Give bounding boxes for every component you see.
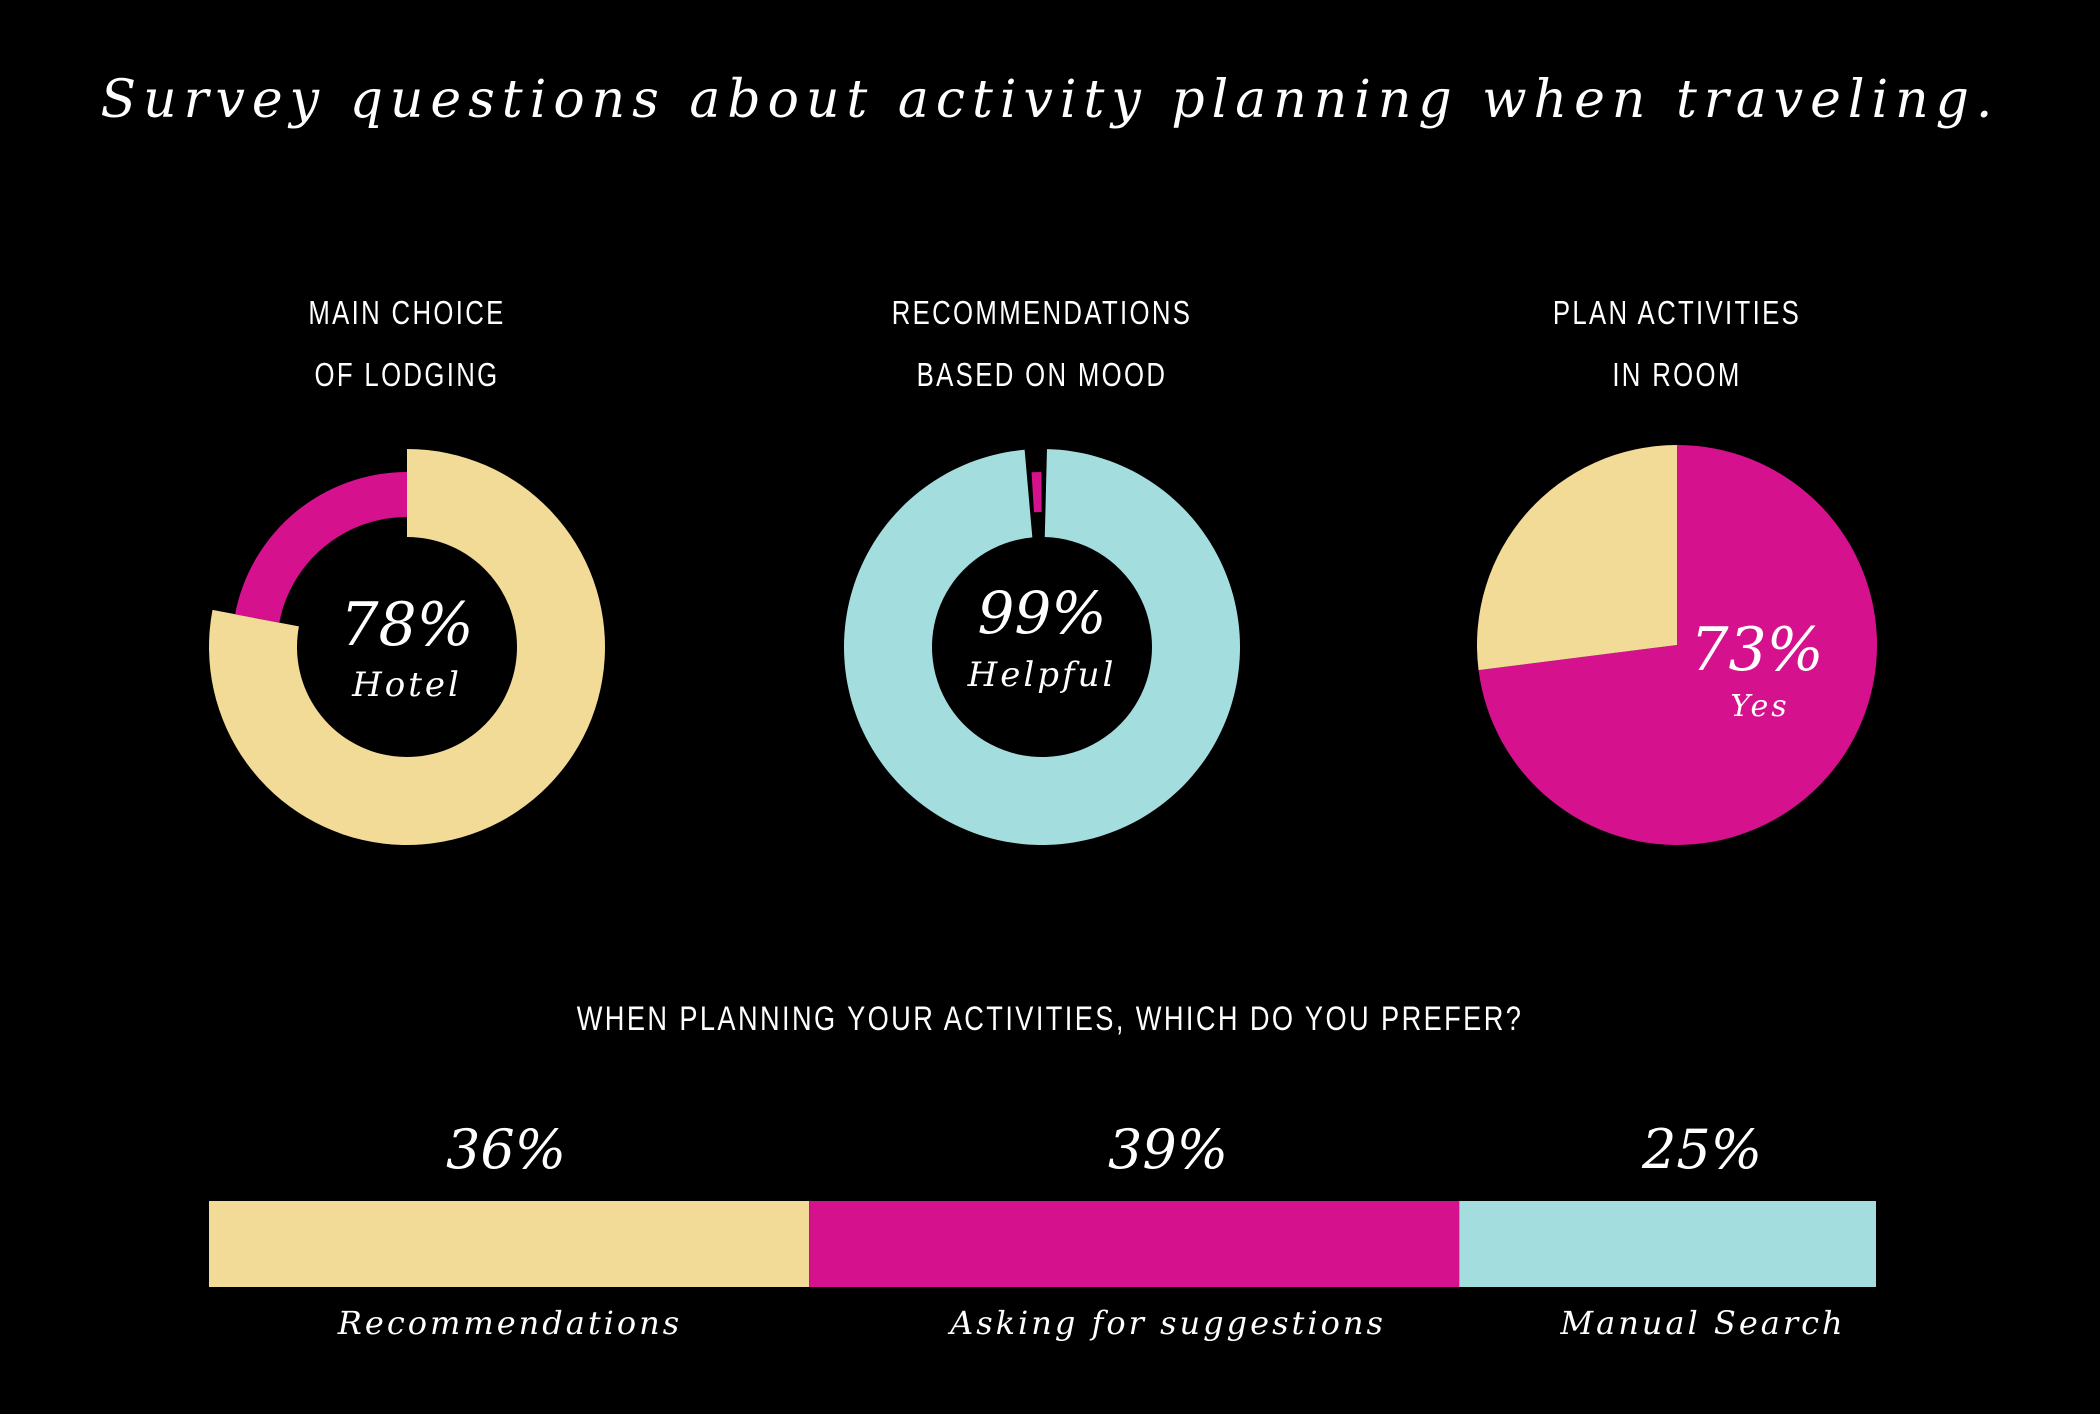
chart-2-title-line-2: BASED ON MOOD [916, 356, 1168, 393]
donut-mood [843, 449, 1240, 845]
chart-1-title: MAIN CHOICE OF LODGING [228, 282, 587, 406]
chart-3-title: PLAN ACTIVITIES IN ROOM [1498, 282, 1857, 406]
pie-plan-value: 73% [1690, 615, 1823, 685]
bar-chart-title: WHEN PLANNING YOUR ACTIVITIES, WHICH DO … [576, 1000, 1524, 1038]
donut-lodging-slice-1 [209, 449, 605, 846]
chart-2-title-line-1: RECOMMENDATIONS [891, 294, 1193, 331]
chart-3-title-line-2: IN ROOM [1612, 356, 1742, 393]
bar-value-label-1: 36% [446, 1118, 566, 1181]
chart-2-title: RECOMMENDATIONS BASED ON MOOD [863, 282, 1222, 406]
pie-plan-in-room [1476, 445, 1877, 845]
bar-category-label-1: Recommendations [337, 1304, 682, 1342]
donut-lodging-slice-2 [235, 472, 407, 623]
pie-plan-slice-1 [1478, 445, 1877, 845]
page-title: Survey questions about activity planning… [100, 70, 2000, 130]
bar-category-label-2: Asking for suggestions [947, 1304, 1386, 1342]
donut-mood-slice-2 [1031, 472, 1042, 513]
bar-value-label-2: 39% [1108, 1118, 1228, 1181]
chart-3-title-line-1: PLAN ACTIVITIES [1552, 294, 1802, 331]
donut-lodging [209, 449, 605, 846]
pie-plan-label: Yes [1730, 689, 1789, 724]
donut-mood-label: Helpful [967, 655, 1117, 695]
bar-segment-3 [1459, 1201, 1876, 1287]
chart-1-title-line-2: OF LODGING [314, 356, 500, 393]
chart-1-title-line-1: MAIN CHOICE [308, 294, 506, 331]
bar-segment-1 [209, 1201, 810, 1287]
donut-mood-slice-1 [843, 449, 1240, 845]
donut-mood-value: 99% [978, 579, 1107, 647]
pie-plan-slice-2 [1476, 445, 1677, 671]
bar-category-label-3: Manual Search [1559, 1304, 1845, 1342]
donut-lodging-label: Hotel [351, 665, 462, 705]
donut-lodging-value: 78% [340, 590, 473, 660]
bar-segment-2 [809, 1201, 1460, 1287]
bar-value-label-3: 25% [1641, 1118, 1762, 1181]
stacked-bar-preference [209, 1201, 1876, 1287]
